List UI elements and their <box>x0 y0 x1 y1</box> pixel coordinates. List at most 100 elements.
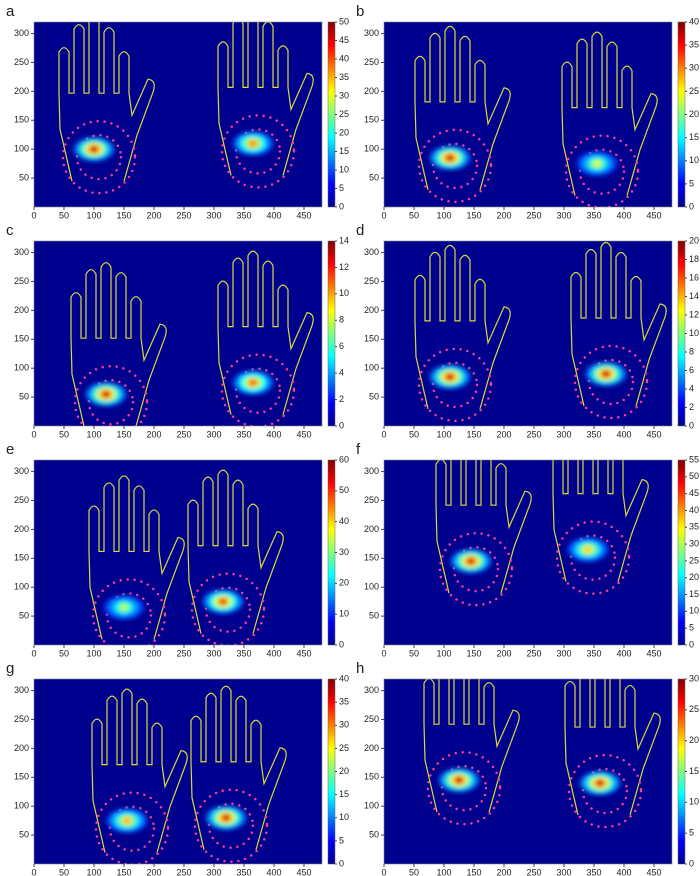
colorbar-tick-label: 0 <box>689 639 694 649</box>
x-tick-label: 300 <box>556 867 571 876</box>
colorbar-tick-label: 18 <box>689 254 699 264</box>
hotspot-level <box>469 559 474 563</box>
x-tick-label: 400 <box>266 648 281 658</box>
colorbar-tick-label: 10 <box>689 797 699 807</box>
colorbar-tick-label: 40 <box>339 53 349 63</box>
y-tick-label: 100 <box>364 801 379 811</box>
x-tick-label: 350 <box>236 648 251 658</box>
x-tick-label: 200 <box>496 210 511 220</box>
x-tick-label: 0 <box>31 429 36 439</box>
colorbar-tick-label: 10 <box>339 812 349 822</box>
plot-background <box>34 679 322 864</box>
plot-background <box>384 460 672 645</box>
x-tick-label: 50 <box>59 429 69 439</box>
colorbar-tick-label: 12 <box>339 262 349 272</box>
colorbar-tick-label: 0 <box>339 639 344 649</box>
x-tick-label: 150 <box>116 867 131 876</box>
y-tick-label: 250 <box>364 714 379 724</box>
x-tick-label: 250 <box>176 648 191 658</box>
plot-background <box>384 22 672 207</box>
hotspot <box>104 595 144 619</box>
hotspot <box>203 590 243 614</box>
y-tick-label: 100 <box>14 582 29 592</box>
colorbar-tick-label: 50 <box>339 485 349 495</box>
x-tick-label: 350 <box>586 648 601 658</box>
hotspot-level <box>448 156 453 160</box>
hotspot <box>430 146 470 170</box>
colorbar-tick-label: 15 <box>339 146 349 156</box>
x-tick-label: 150 <box>116 210 131 220</box>
x-tick-label: 100 <box>86 648 101 658</box>
x-tick-label: 150 <box>466 210 481 220</box>
y-tick-label: 150 <box>364 772 379 782</box>
colorbar <box>678 460 685 645</box>
panel-label: b <box>356 3 364 20</box>
x-tick-label: 100 <box>436 867 451 876</box>
x-tick-label: 300 <box>556 648 571 658</box>
hotspot-level <box>224 816 229 820</box>
y-tick-label: 250 <box>364 276 379 286</box>
y-tick-label: 300 <box>14 28 29 38</box>
y-tick-label: 200 <box>14 86 29 96</box>
hotspot <box>439 768 479 792</box>
panel-label: a <box>6 3 15 20</box>
hotspot-level <box>122 605 127 609</box>
hotspot-level <box>448 375 453 379</box>
x-tick-label: 400 <box>616 867 631 876</box>
colorbar-tick-label: 30 <box>339 90 349 100</box>
colorbar-tick-label: 6 <box>339 341 344 351</box>
hotspot-level <box>598 781 603 785</box>
colorbar-tick-label: 20 <box>689 109 699 119</box>
y-tick-label: 50 <box>19 610 29 620</box>
x-tick-label: 250 <box>176 210 191 220</box>
x-tick-label: 300 <box>206 429 221 439</box>
y-tick-label: 200 <box>364 743 379 753</box>
x-tick-label: 50 <box>59 867 69 876</box>
y-tick-label: 100 <box>14 801 29 811</box>
x-tick-label: 0 <box>381 648 386 658</box>
colorbar-tick-label: 14 <box>689 291 699 301</box>
y-tick-label: 250 <box>14 276 29 286</box>
colorbar-tick-label: 50 <box>689 471 699 481</box>
x-tick-label: 200 <box>146 648 161 658</box>
plot-background <box>384 241 672 426</box>
x-tick-label: 250 <box>176 867 191 876</box>
y-tick-label: 200 <box>364 86 379 96</box>
hotspot-level <box>251 141 256 145</box>
hotspot-level <box>586 548 591 552</box>
x-tick-label: 450 <box>296 867 311 876</box>
colorbar-tick-label: 16 <box>689 272 699 282</box>
colorbar-tick-label: 45 <box>339 35 349 45</box>
y-tick-label: 150 <box>14 115 29 125</box>
y-tick-label: 50 <box>369 610 379 620</box>
x-tick-label: 150 <box>466 429 481 439</box>
x-tick-label: 50 <box>409 210 419 220</box>
y-tick-label: 50 <box>19 172 29 182</box>
colorbar-tick-label: 25 <box>689 86 699 96</box>
colorbar-tick-label: 6 <box>689 365 694 375</box>
colorbar-tick-label: 14 <box>339 235 349 245</box>
colorbar-tick-label: 10 <box>339 164 349 174</box>
colorbar <box>328 460 335 645</box>
colorbar-tick-label: 0 <box>689 420 694 430</box>
x-tick-label: 450 <box>296 429 311 439</box>
colorbar-tick-label: 10 <box>339 609 349 619</box>
x-tick-label: 250 <box>526 429 541 439</box>
y-tick-label: 200 <box>14 743 29 753</box>
y-tick-label: 100 <box>364 363 379 373</box>
x-tick-label: 200 <box>146 210 161 220</box>
colorbar <box>328 679 335 864</box>
y-tick-label: 150 <box>364 115 379 125</box>
colorbar-tick-label: 5 <box>689 178 694 188</box>
hotspot <box>233 371 273 395</box>
colorbar-tick-label: 30 <box>339 547 349 557</box>
colorbar-tick-label: 35 <box>339 697 349 707</box>
panel-label: c <box>6 222 14 239</box>
x-tick-label: 350 <box>586 429 601 439</box>
hotspot-level <box>125 819 130 823</box>
colorbar-tick-label: 2 <box>339 394 344 404</box>
y-tick-label: 100 <box>14 363 29 373</box>
colorbar-tick-label: 0 <box>339 201 344 211</box>
hotspot-level <box>221 600 226 604</box>
x-tick-label: 100 <box>86 867 101 876</box>
